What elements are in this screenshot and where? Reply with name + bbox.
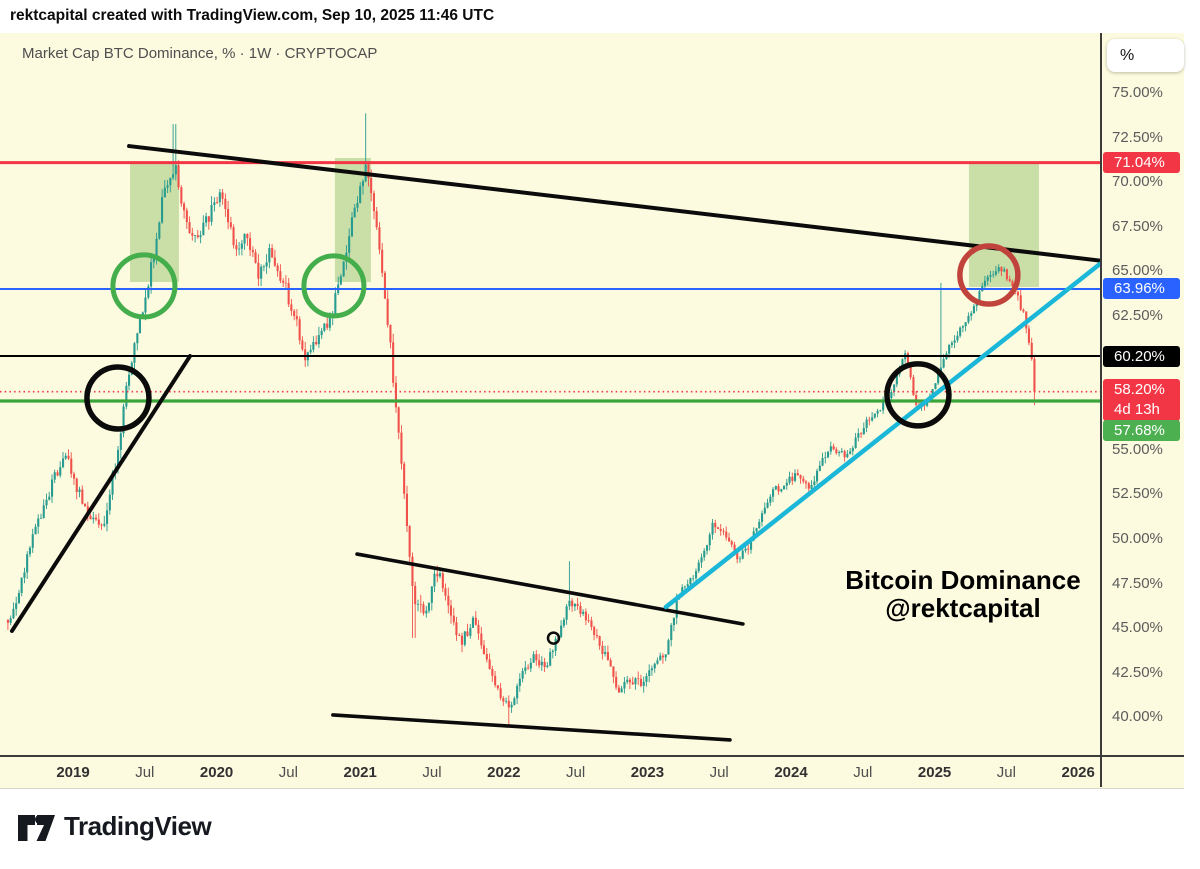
time-axis-separator xyxy=(0,755,1184,757)
attribution-bar: rektcapital created with TradingView.com… xyxy=(0,0,1200,33)
current-price-value: 58.20% xyxy=(1114,380,1165,398)
price-label-6396: 63.96% xyxy=(1103,278,1180,300)
symbol-title: Market Cap BTC Dominance, % · 1W · CRYPT… xyxy=(22,45,378,62)
x-tick-2019-2019: 2019 xyxy=(56,764,90,781)
x-tick-2020-2020: 2020 xyxy=(199,764,234,781)
y-tick-45: 45.00% xyxy=(1112,619,1163,637)
watermark-line1: Bitcoin Dominance xyxy=(845,565,1081,595)
x-tick-2026-2026: 2026 xyxy=(1061,764,1095,781)
tradingview-logo-icon xyxy=(18,815,55,841)
x-tick-Jul-2019.5: Jul xyxy=(135,764,155,781)
black-circle-2024-retest[interactable] xyxy=(884,361,952,429)
x-tick-2022-2022: 2022 xyxy=(487,764,521,781)
price-label-5768: 57.68% xyxy=(1103,420,1180,442)
trendline-cyan-ascending-support[interactable] xyxy=(663,261,1100,610)
y-tick-67.5: 67.50% xyxy=(1112,217,1163,235)
price-label-7104: 71.04% xyxy=(1103,152,1180,174)
y-tick-72.5: 72.50% xyxy=(1112,128,1163,146)
green-zone-2019[interactable] xyxy=(130,161,179,282)
trendline-ascending-support-2019[interactable] xyxy=(9,354,193,633)
small-anchor-dot[interactable] xyxy=(546,631,561,645)
attribution-text: rektcapital created with TradingView.com… xyxy=(10,7,495,24)
price-scale-unit-button[interactable]: % xyxy=(1107,39,1184,72)
chart-area: Market Cap BTC Dominance, % · 1W · CRYPT… xyxy=(0,33,1184,789)
footer: TradingView xyxy=(0,789,1200,869)
y-tick-42.5: 42.50% xyxy=(1112,663,1163,681)
candlestick-series[interactable] xyxy=(6,113,1036,726)
tradingview-wordmark: TradingView xyxy=(64,811,212,841)
x-tick-2025-2025: 2025 xyxy=(917,764,952,781)
price-label-5820: 58.20% 4d 13h xyxy=(1103,378,1180,421)
x-tick-2021-2021: 2021 xyxy=(343,764,377,781)
x-tick-Jul-2021.5: Jul xyxy=(422,764,442,781)
plot-pane[interactable] xyxy=(0,113,1103,742)
green-zone-2025[interactable] xyxy=(968,163,1039,287)
green-circle-2019[interactable] xyxy=(110,252,178,320)
x-tick-Jul-2020.5: Jul xyxy=(278,764,298,781)
x-tick-2024-2024: 2024 xyxy=(774,764,808,781)
price-label-6020: 60.20% xyxy=(1103,345,1180,367)
x-tick-2023-2023: 2023 xyxy=(630,764,665,781)
bar-countdown: 4d 13h xyxy=(1114,400,1160,418)
y-tick-47.5: 47.50% xyxy=(1112,574,1163,592)
watermark-line2: @rektcapital xyxy=(885,593,1041,623)
y-tick-55: 55.00% xyxy=(1112,440,1163,458)
y-tick-65: 65.00% xyxy=(1112,262,1163,280)
x-tick-Jul-2023.5: Jul xyxy=(709,764,729,781)
y-tick-50: 50.00% xyxy=(1112,530,1163,547)
y-tick-70: 70.00% xyxy=(1112,173,1163,191)
trendline-bottom-channel-top[interactable] xyxy=(355,552,745,626)
x-tick-Jul-2024.5: Jul xyxy=(853,764,873,781)
watermark-text: Bitcoin Dominance @rektcapital xyxy=(845,566,1081,622)
plot-area[interactable] xyxy=(0,33,1184,788)
y-tick-52.5: 52.50% xyxy=(1112,485,1163,503)
y-tick-62.5: 62.50% xyxy=(1112,307,1163,324)
y-tick-75: 75.00% xyxy=(1112,84,1163,101)
x-tick-Jul-2025.5: Jul xyxy=(996,764,1016,781)
black-circle-2019-breakout[interactable] xyxy=(84,364,152,432)
y-tick-40: 40.00% xyxy=(1112,708,1163,726)
trendline-bottom-channel-bottom[interactable] xyxy=(331,713,732,742)
trendline-macro-descending-resistance[interactable] xyxy=(127,144,1103,263)
price-axis-separator xyxy=(1100,33,1102,787)
green-circle-2020[interactable] xyxy=(301,253,367,319)
x-tick-Jul-2022.5: Jul xyxy=(566,764,586,781)
red-circle-2025-rejection[interactable] xyxy=(957,243,1021,307)
